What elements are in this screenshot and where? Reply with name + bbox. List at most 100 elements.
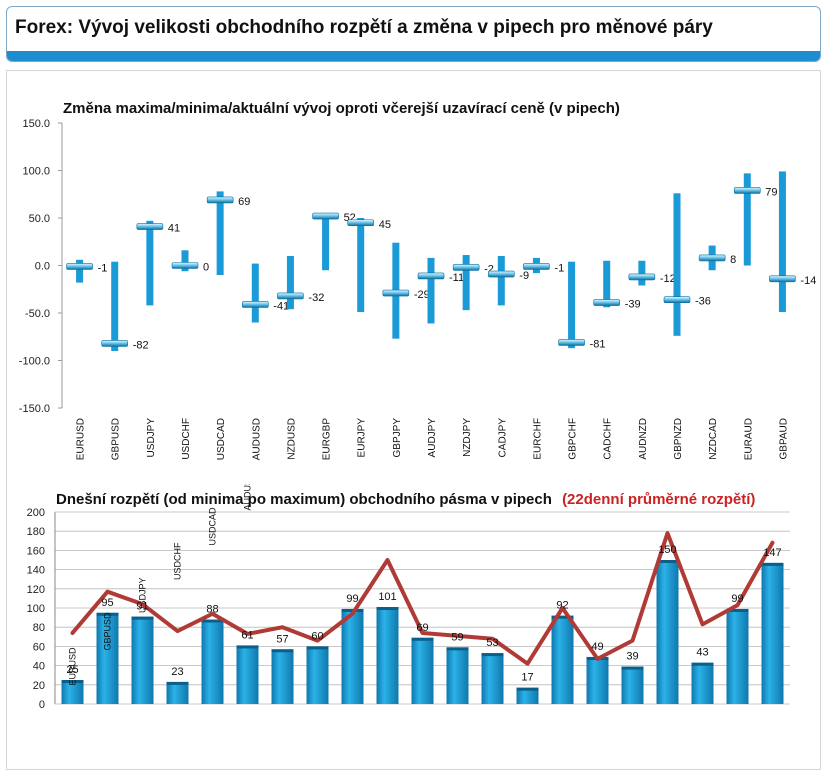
range-bar xyxy=(638,260,646,286)
bar-value-label: 69 xyxy=(416,622,428,634)
range-bar xyxy=(516,687,539,704)
y-tick-label: -150.0 xyxy=(19,403,50,415)
bar-value-label: 88 xyxy=(206,604,218,616)
y-tick-label: 50.0 xyxy=(29,213,50,225)
current-value-label: -12 xyxy=(660,273,676,285)
x-tick-label: GBPCHF xyxy=(568,418,579,460)
current-marker xyxy=(417,272,445,280)
y-tick-label: -100.0 xyxy=(19,356,50,368)
range-bar xyxy=(306,646,329,704)
spread-chart-title: Dnešní rozpětí (od minima po maximum) ob… xyxy=(56,491,755,508)
bar-value-label: 99 xyxy=(346,593,358,605)
range-bar xyxy=(131,616,154,704)
x-tick-label: GBPUSD xyxy=(103,612,113,651)
x-tick-label: CADCHF xyxy=(603,418,614,460)
bar-value-label: 17 xyxy=(521,672,533,684)
y-tick-label: 160 xyxy=(27,545,45,557)
bar-value-label: 95 xyxy=(101,597,113,609)
range-bar-top xyxy=(691,662,714,666)
x-tick-label: EURCHF xyxy=(532,418,543,460)
x-tick-label: EURAUD xyxy=(743,418,754,460)
current-marker xyxy=(452,264,480,271)
range-bar xyxy=(726,608,749,704)
range-bar xyxy=(761,562,784,704)
range-bar-top xyxy=(411,637,434,641)
range-bar xyxy=(322,213,330,271)
range-bar xyxy=(656,560,679,704)
range-bar xyxy=(603,260,611,308)
x-tick-label: EURJPY xyxy=(357,418,368,458)
x-tick-label: GBPNZD xyxy=(673,418,684,460)
current-marker xyxy=(487,270,515,278)
x-tick-label: USDCAD xyxy=(216,418,227,460)
x-tick-label: CADJPY xyxy=(497,418,508,458)
range-bar xyxy=(96,612,119,704)
range-bar-top xyxy=(61,680,84,683)
range-bar xyxy=(166,681,189,704)
range-bar-top xyxy=(96,612,119,616)
range-bar xyxy=(481,653,504,704)
current-marker xyxy=(523,263,550,270)
bar-value-label: 39 xyxy=(626,651,638,663)
range-bar xyxy=(181,250,189,272)
range-bar xyxy=(357,218,365,313)
current-value-label: 0 xyxy=(203,262,209,274)
x-tick-label: USDCAD xyxy=(208,507,218,546)
x-tick-label: EURGBP xyxy=(322,418,333,461)
y-tick-label: 60 xyxy=(33,641,45,653)
current-value-label: -29 xyxy=(414,289,430,301)
range-bar xyxy=(286,256,294,310)
range-bar xyxy=(427,257,435,324)
y-tick-label: 140 xyxy=(27,565,45,577)
x-tick-label: AUDNZD xyxy=(638,418,649,460)
range-bar-top xyxy=(201,619,224,623)
x-tick-label: AUDUSD xyxy=(243,484,253,511)
current-marker xyxy=(382,289,410,297)
current-marker xyxy=(241,301,269,308)
x-tick-label: USDCHF xyxy=(173,542,183,580)
current-marker xyxy=(206,196,234,204)
x-tick-label: EURUSD xyxy=(68,647,78,686)
x-tick-label: USDCHF xyxy=(181,418,192,460)
range-bar-top xyxy=(761,562,784,566)
y-tick-label: 100 xyxy=(27,603,45,615)
current-marker xyxy=(628,273,656,281)
range-bar xyxy=(201,619,224,704)
current-value-label: -39 xyxy=(625,299,641,311)
range-bar-top xyxy=(306,646,329,650)
x-tick-label: USDJPY xyxy=(146,418,157,458)
x-tick-label: USDJPY xyxy=(138,578,148,614)
current-value-label: 45 xyxy=(379,219,391,231)
bar-value-label: 91 xyxy=(136,601,148,613)
current-marker xyxy=(277,292,304,300)
current-value-label: -11 xyxy=(449,272,464,284)
bar-value-label: 92 xyxy=(556,600,568,612)
current-value-label: 79 xyxy=(765,186,777,198)
range-bar-top xyxy=(376,607,399,611)
current-value-label: -1 xyxy=(554,262,564,274)
range-bar xyxy=(376,607,399,704)
current-marker xyxy=(593,299,621,306)
range-bar xyxy=(621,666,644,704)
current-marker xyxy=(136,223,164,230)
range-bar-top xyxy=(621,666,644,670)
current-value-label: -81 xyxy=(590,338,606,350)
bar-value-label: 25 xyxy=(66,664,78,676)
range-bar xyxy=(341,608,364,704)
x-tick-label: GBPAUD xyxy=(778,418,789,460)
x-tick-label: NZDUSD xyxy=(286,418,297,460)
current-value-label: -14 xyxy=(800,275,816,287)
range-bar xyxy=(497,256,505,306)
bar-value-label: 101 xyxy=(378,591,396,603)
current-value-label: -41 xyxy=(273,300,289,312)
range-bar xyxy=(271,649,294,704)
current-marker xyxy=(769,275,796,283)
range-chart: Změna maxima/minima/aktuální vývoj oprot… xyxy=(19,100,817,461)
bar-value-label: 49 xyxy=(591,641,603,653)
current-value-label: 41 xyxy=(168,223,180,235)
current-marker xyxy=(66,263,93,270)
range-bar xyxy=(411,637,434,704)
current-marker xyxy=(663,296,691,303)
range-bar-top xyxy=(516,687,539,691)
bar-value-label: 150 xyxy=(658,544,676,556)
